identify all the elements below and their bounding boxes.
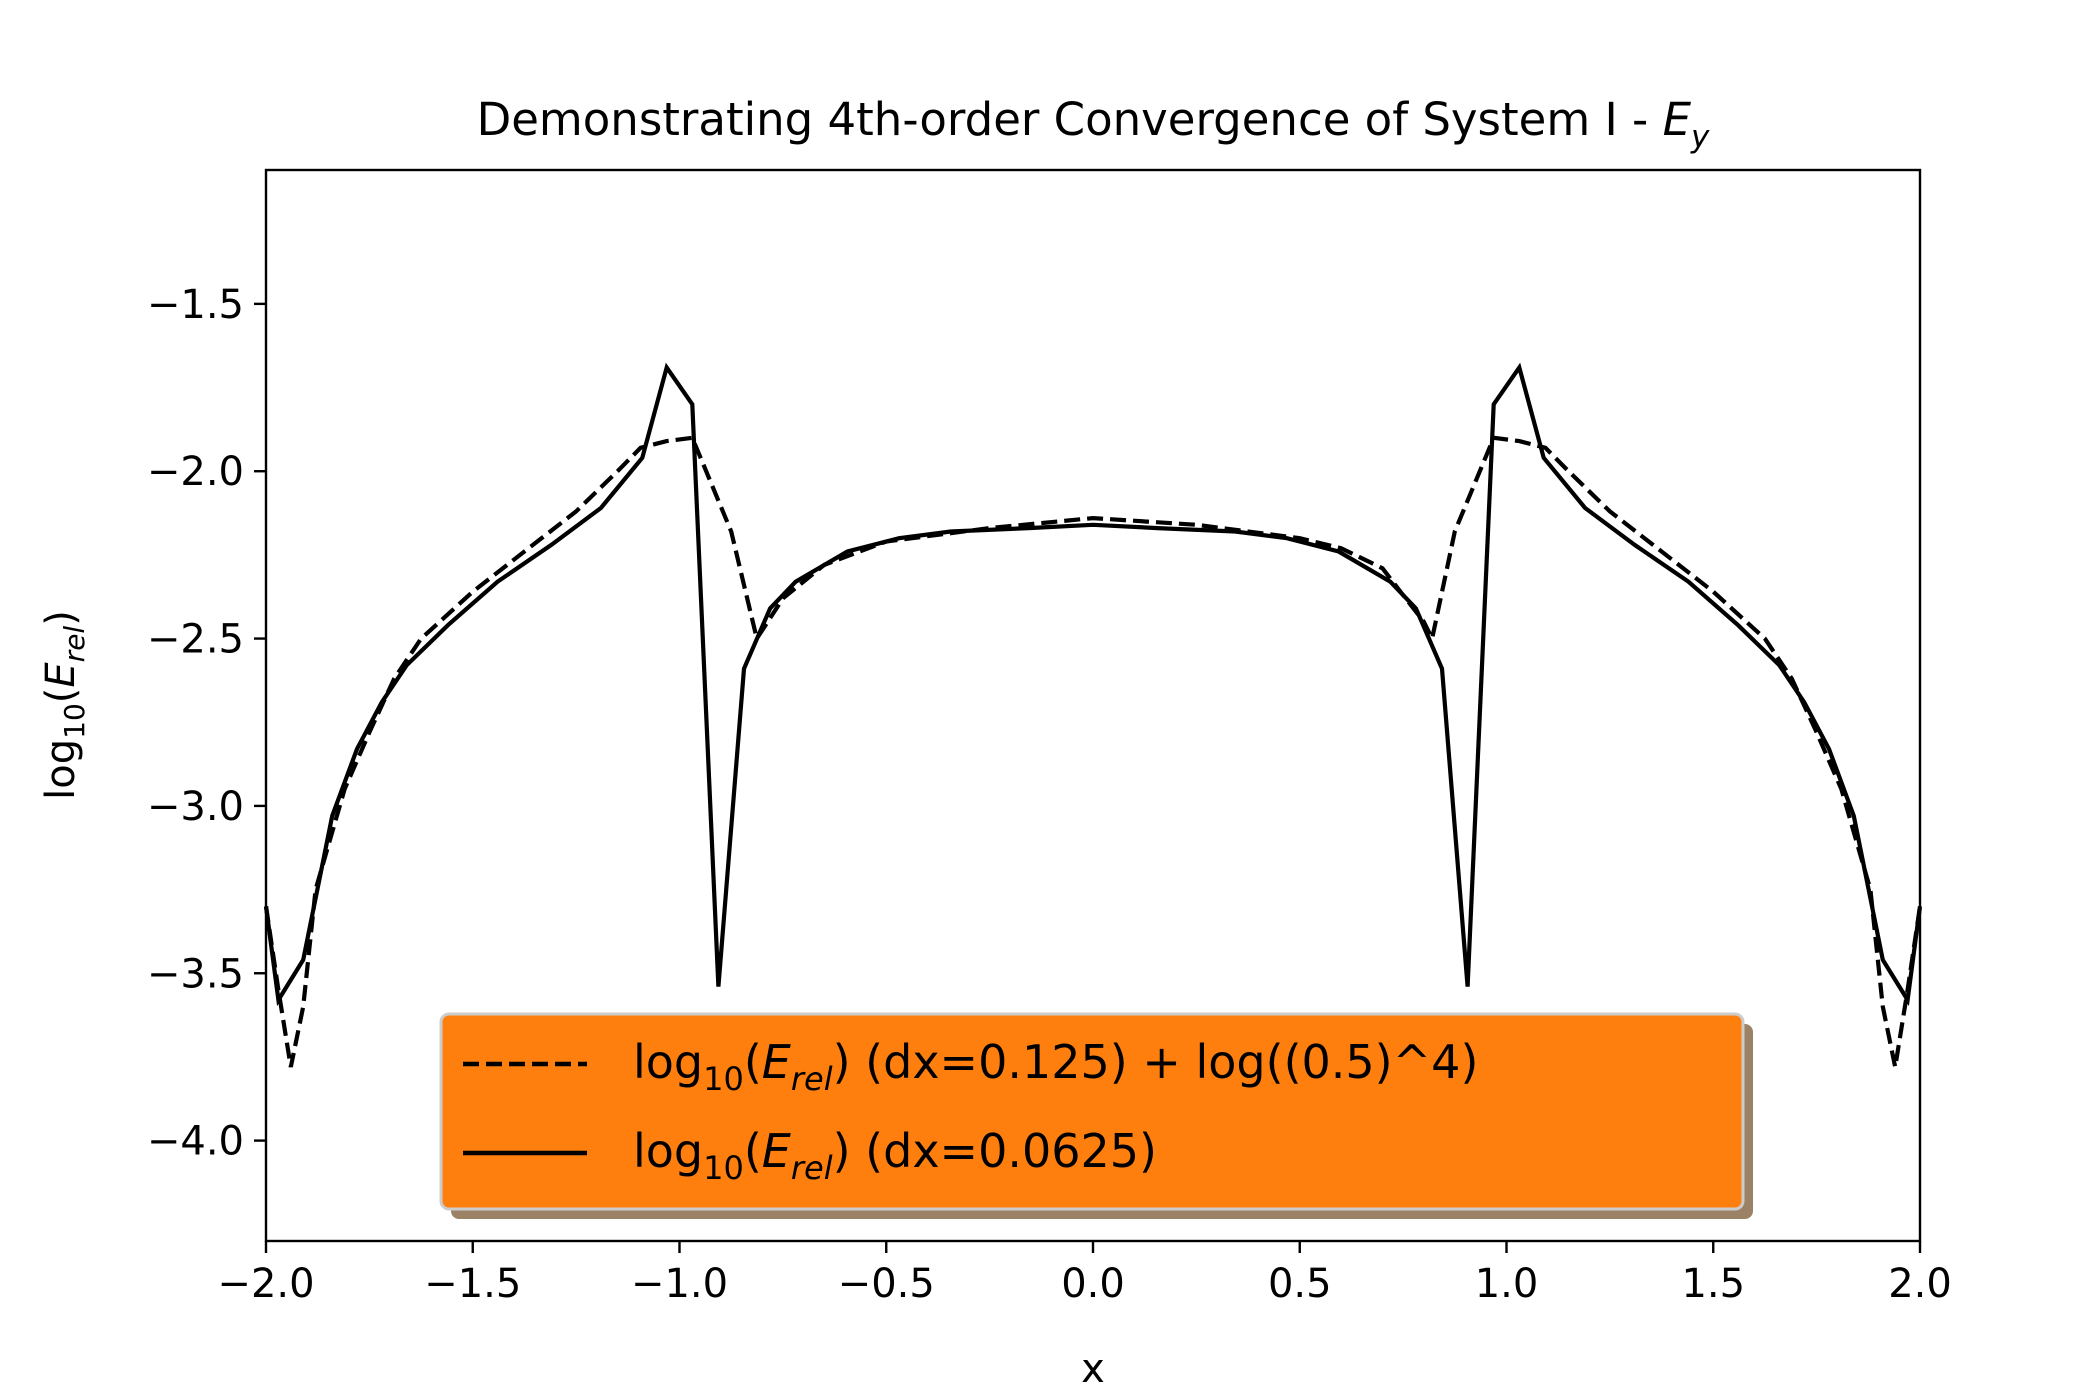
series-line-dashed (263, 435, 1923, 1068)
x-tick-label: 2.0 (1888, 1261, 1952, 1307)
y-tick-label: −2.0 (147, 449, 244, 495)
series-line-solid (263, 362, 1923, 1007)
x-tick-label: −2.0 (217, 1261, 314, 1307)
chart-title: Demonstrating 4th-order Convergence of S… (477, 93, 1710, 155)
y-axis: −1.5 −2.0 −2.5 −3.0 −3.5 −4.0 (147, 282, 266, 1165)
y-tick-label: −4.0 (147, 1119, 244, 1165)
y-tick-label: −3.0 (147, 784, 244, 830)
x-tick-label: −1.5 (424, 1261, 521, 1307)
legend-label-dx-0.125: log10(Erel) (dx=0.125) + log((0.5)^4) (633, 1035, 1478, 1098)
y-tick-label: −2.5 (147, 617, 244, 663)
y-tick-label: −3.5 (147, 951, 244, 997)
x-tick-label: 1.5 (1681, 1261, 1745, 1307)
legend: log10(Erel) (dx=0.125) + log((0.5)^4) lo… (439, 1012, 1753, 1219)
x-axis: −2.0 −1.5 −1.0 −0.5 0.0 0.5 1.0 1.5 2.0 (217, 1241, 1952, 1307)
legend-label-dx-0.0625: log10(Erel) (dx=0.0625) (633, 1124, 1157, 1187)
series-layer (263, 362, 1923, 1068)
x-tick-label: −0.5 (838, 1261, 935, 1307)
x-tick-label: 0.0 (1061, 1261, 1125, 1307)
x-tick-label: 0.5 (1268, 1261, 1332, 1307)
y-tick-label: −1.5 (147, 282, 244, 328)
y-axis-label: log10(Erel) (38, 610, 91, 800)
legend-box (439, 1012, 1745, 1211)
x-tick-label: −1.0 (631, 1261, 728, 1307)
x-tick-label: 1.0 (1475, 1261, 1539, 1307)
x-axis-label: x (1081, 1346, 1105, 1392)
